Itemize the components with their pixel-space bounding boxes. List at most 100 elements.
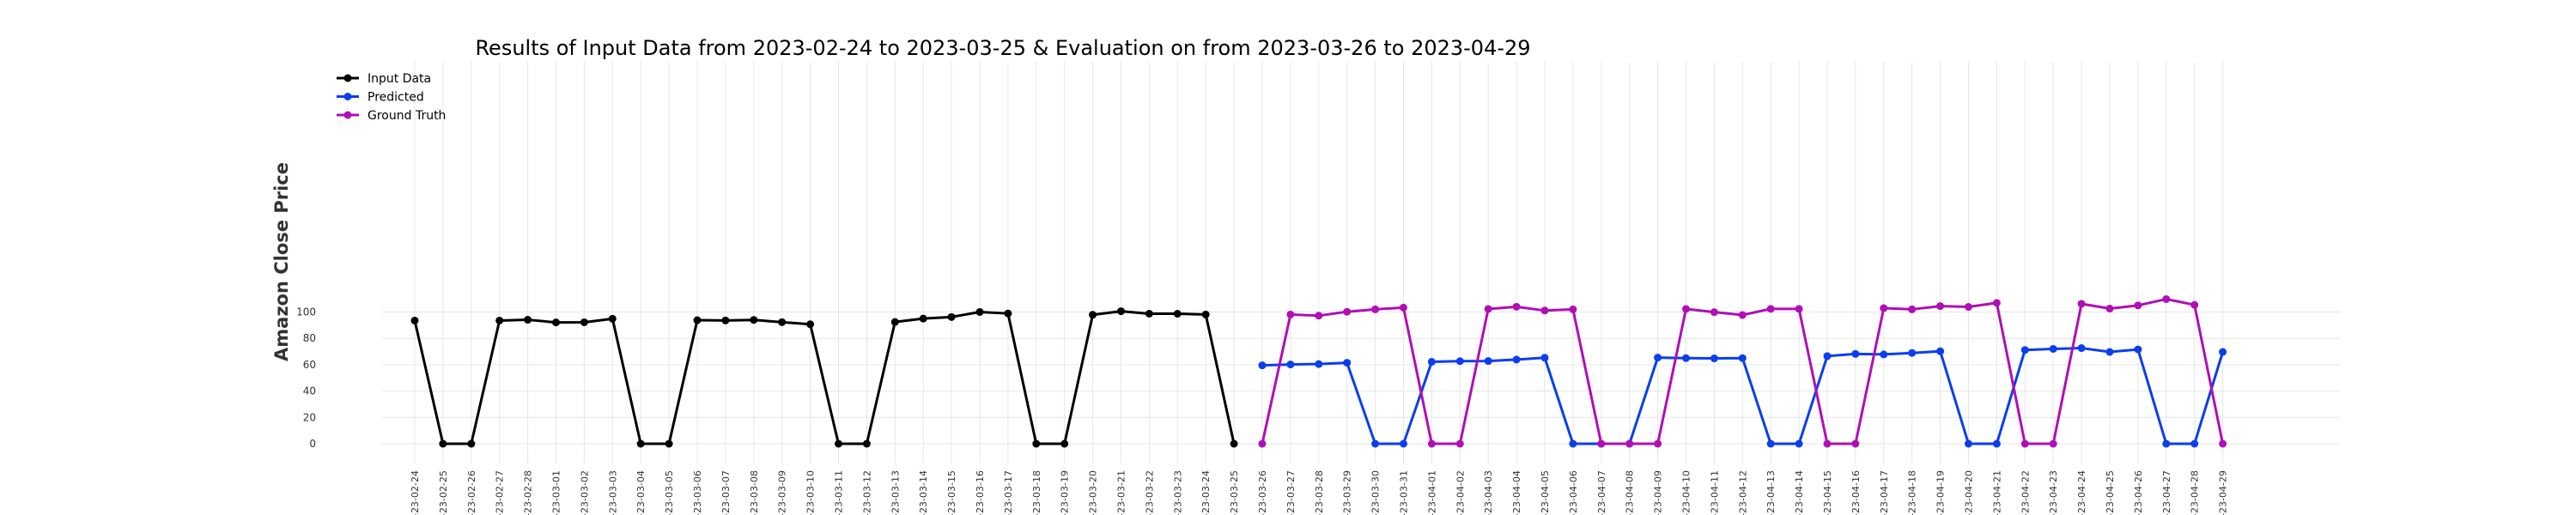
data-point [1258,361,1267,370]
data-point [1484,305,1492,313]
data-point [1625,439,1634,448]
data-point [1880,350,1888,359]
data-point [1682,354,1690,362]
data-point [439,439,447,448]
data-point [2049,344,2057,353]
x-tick-label: -23-04-03 [1483,470,1494,515]
data-point [1766,439,1775,448]
x-tick-label: -23-03-18 [1031,470,1042,515]
data-point [1230,439,1238,448]
legend-item: Input Data [337,72,431,86]
x-tick-label: -23-03-31 [1399,470,1410,515]
y-tick-label: 60 [303,359,316,371]
data-point [1965,439,1972,448]
data-point [1343,307,1352,316]
series-layer [410,294,2227,448]
x-tick-label: -23-03-27 [1285,470,1297,515]
x-tick-label: -23-02-28 [523,470,534,515]
data-point [1173,309,1182,318]
data-point [1738,311,1747,319]
series-line [413,310,1236,445]
data-point [1455,357,1464,366]
data-point [1795,439,1803,448]
data-point [552,318,560,327]
x-tick-label: -23-03-20 [1088,470,1099,515]
data-point [2190,300,2199,309]
x-tick-label: -23-02-24 [410,470,421,515]
x-tick-label: -23-03-10 [805,470,817,515]
data-point [1258,439,1267,448]
x-tick-label: -23-04-22 [2020,470,2031,515]
data-point [1710,354,1718,363]
data-point [1965,303,1972,312]
legend-label: Ground Truth [368,109,446,123]
x-tick-label: -23-03-15 [946,470,957,515]
legend: Input Data Predicted Ground Truth [337,72,446,123]
x-tick-label: -23-03-21 [1116,470,1127,515]
data-point [806,320,815,329]
x-tick-label: -23-03-11 [834,470,845,515]
data-point [2134,301,2142,310]
data-point [1455,439,1464,448]
data-point [1795,305,1803,313]
data-point [1286,360,1295,369]
data-point [495,316,504,324]
data-point [1823,352,1832,360]
data-point [1710,308,1718,317]
data-point [1851,349,1860,358]
data-point [778,318,787,326]
x-tick-label: -23-02-26 [466,470,477,515]
x-tick-label: -23-03-03 [607,470,618,515]
data-point [1936,347,1945,355]
data-point [1908,305,1917,313]
data-point [1032,439,1041,448]
x-tick-label: -23-04-24 [2076,470,2087,515]
x-tick-label: -23-04-27 [2161,470,2172,515]
y-tick-label: 80 [303,332,316,344]
x-tick-label: -23-03-28 [1314,470,1325,515]
y-tick-label: 0 [309,438,316,450]
x-tick-label: -23-04-19 [1935,470,1947,515]
x-tick-label: -23-04-09 [1653,470,1664,515]
x-tick-label: -23-03-07 [720,470,732,515]
data-point [1766,305,1775,313]
data-point [1201,310,1210,318]
x-tick-label: -23-03-13 [890,470,901,515]
data-point [2049,439,2057,448]
x-tick-label: -23-03-22 [1144,470,1155,515]
x-tick-label: -23-03-24 [1200,470,1212,515]
data-point [862,439,871,448]
x-tick-label: -23-03-23 [1172,470,1183,515]
data-point [2020,346,2029,354]
y-axis-ticks: 0 20 40 60 80 100 [296,306,316,451]
data-point [1371,439,1380,448]
x-tick-label: -23-04-08 [1625,470,1636,515]
series-ground-truth [1258,294,2227,448]
x-tick-label: -23-04-16 [1850,470,1862,515]
x-tick-label: -23-04-01 [1426,470,1437,515]
x-tick-label: -23-03-17 [1003,470,1014,515]
data-point [1654,354,1662,362]
data-point [1286,310,1295,318]
x-tick-label: -23-03-29 [1342,470,1353,515]
data-point [1569,305,1577,313]
series-input-data [410,307,1238,448]
x-tick-label: -23-03-09 [777,470,788,515]
data-point [1936,302,1945,311]
data-point [890,318,899,326]
data-point [2219,439,2227,448]
data-point [2190,439,2199,448]
data-point [721,316,730,324]
x-tick-label: -23-04-13 [1765,470,1777,515]
data-point [1315,360,1323,368]
chart-title: Results of Input Data from 2023-02-24 to… [475,36,1530,60]
x-tick-label: -23-04-25 [2105,470,2116,515]
data-point [2134,345,2142,354]
x-tick-label: -23-04-12 [1737,470,1748,515]
data-point [1682,305,1690,313]
x-tick-label: -23-04-29 [2218,470,2229,515]
x-tick-label: -23-03-12 [861,470,872,515]
legend-marker [343,74,352,82]
x-tick-label: -23-04-07 [1596,470,1607,515]
